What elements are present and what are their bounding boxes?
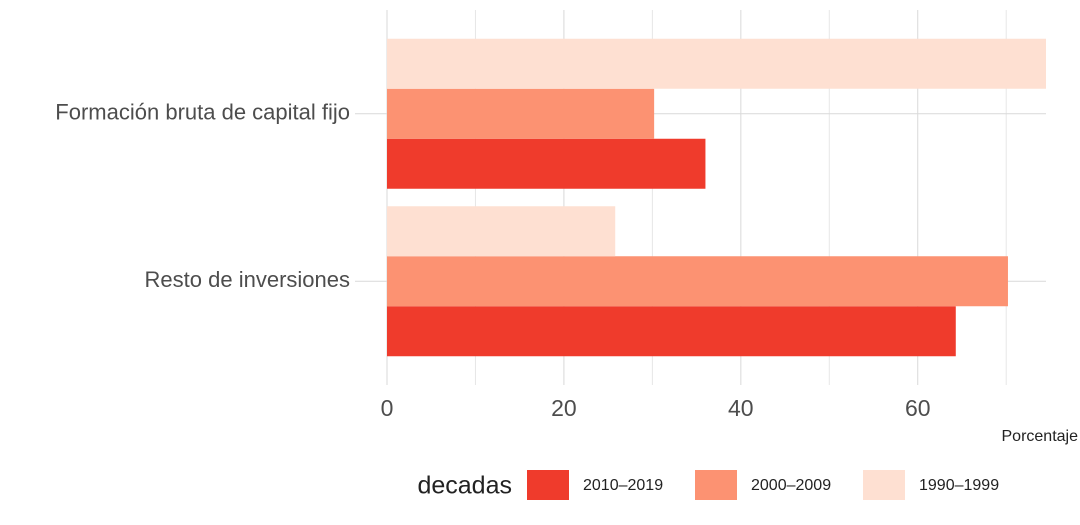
legend-label: 2010–2019 xyxy=(583,477,663,494)
legend-label: 1990–1999 xyxy=(919,477,999,494)
bar xyxy=(387,88,655,139)
bar xyxy=(387,138,706,189)
legend-swatch xyxy=(695,470,737,500)
y-tick-label: Resto de inversiones xyxy=(145,267,350,292)
x-tick-label: 0 xyxy=(381,395,394,421)
legend-label: 2000–2009 xyxy=(751,477,831,494)
legend-title: decadas xyxy=(417,472,512,500)
x-axis-title: Porcentaje xyxy=(1002,428,1079,445)
bar xyxy=(387,38,1046,89)
bar xyxy=(387,256,1008,307)
legend-swatch xyxy=(527,470,569,500)
y-tick-label: Formación bruta de capital fijo xyxy=(55,100,350,125)
legend-swatch xyxy=(863,470,905,500)
x-tick-label: 20 xyxy=(551,395,577,421)
bar xyxy=(387,306,956,357)
x-tick-label: 60 xyxy=(905,395,931,421)
x-tick-label: 40 xyxy=(728,395,754,421)
bar xyxy=(387,206,616,257)
